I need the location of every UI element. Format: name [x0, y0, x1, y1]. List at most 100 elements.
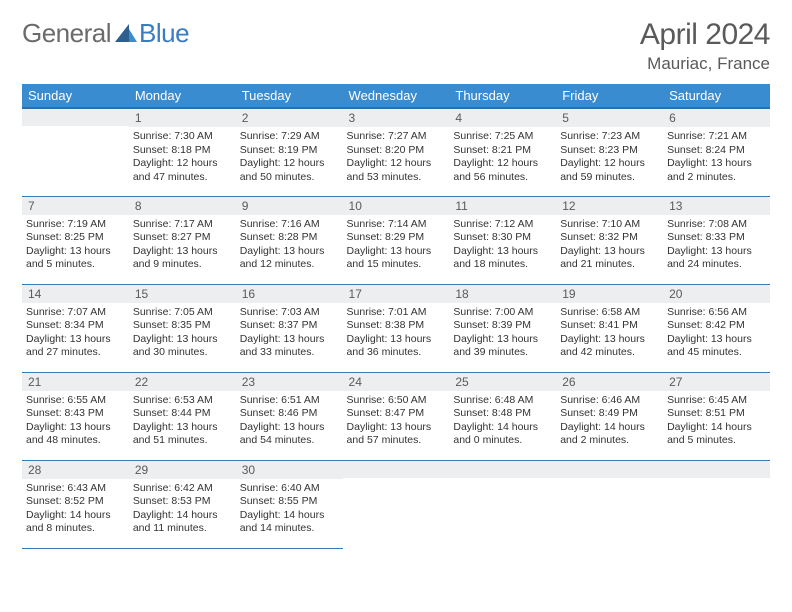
weekday-header: Monday — [129, 84, 236, 108]
daylight-line: Daylight: 13 hours and 33 minutes. — [240, 333, 339, 360]
day-number — [556, 461, 663, 478]
weekday-header: Wednesday — [343, 84, 450, 108]
sunrise-line: Sunrise: 7:08 AM — [667, 218, 766, 232]
weekday-header: Saturday — [663, 84, 770, 108]
day-details: Sunrise: 6:51 AMSunset: 8:46 PMDaylight:… — [236, 391, 343, 453]
calendar-cell: 5Sunrise: 7:23 AMSunset: 8:23 PMDaylight… — [556, 108, 663, 196]
daylight-line: Daylight: 13 hours and 54 minutes. — [240, 421, 339, 448]
weekday-header: Friday — [556, 84, 663, 108]
day-number: 11 — [449, 197, 556, 215]
daylight-line: Daylight: 13 hours and 48 minutes. — [26, 421, 125, 448]
daylight-line: Daylight: 13 hours and 36 minutes. — [347, 333, 446, 360]
day-details: Sunrise: 6:55 AMSunset: 8:43 PMDaylight:… — [22, 391, 129, 453]
sunrise-line: Sunrise: 6:51 AM — [240, 394, 339, 408]
day-details: Sunrise: 7:00 AMSunset: 8:39 PMDaylight:… — [449, 303, 556, 365]
calendar-cell: 12Sunrise: 7:10 AMSunset: 8:32 PMDayligh… — [556, 196, 663, 284]
day-number: 10 — [343, 197, 450, 215]
day-details: Sunrise: 7:08 AMSunset: 8:33 PMDaylight:… — [663, 215, 770, 277]
day-number: 20 — [663, 285, 770, 303]
logo: General Blue — [22, 18, 189, 49]
sunset-line: Sunset: 8:25 PM — [26, 231, 125, 245]
sunrise-line: Sunrise: 7:29 AM — [240, 130, 339, 144]
day-details: Sunrise: 7:01 AMSunset: 8:38 PMDaylight:… — [343, 303, 450, 365]
calendar-cell: 18Sunrise: 7:00 AMSunset: 8:39 PMDayligh… — [449, 284, 556, 372]
sunset-line: Sunset: 8:55 PM — [240, 495, 339, 509]
sunrise-line: Sunrise: 6:58 AM — [560, 306, 659, 320]
day-number: 5 — [556, 109, 663, 127]
sunset-line: Sunset: 8:23 PM — [560, 144, 659, 158]
daylight-line: Daylight: 12 hours and 47 minutes. — [133, 157, 232, 184]
day-details: Sunrise: 6:48 AMSunset: 8:48 PMDaylight:… — [449, 391, 556, 453]
calendar-cell-empty — [22, 108, 129, 196]
daylight-line: Daylight: 12 hours and 56 minutes. — [453, 157, 552, 184]
sunset-line: Sunset: 8:49 PM — [560, 407, 659, 421]
title-block: April 2024 Mauriac, France — [640, 18, 770, 74]
sunset-line: Sunset: 8:43 PM — [26, 407, 125, 421]
calendar-cell: 20Sunrise: 6:56 AMSunset: 8:42 PMDayligh… — [663, 284, 770, 372]
calendar-body: 1Sunrise: 7:30 AMSunset: 8:18 PMDaylight… — [22, 108, 770, 548]
day-number — [663, 461, 770, 478]
calendar-cell-empty — [343, 460, 450, 548]
calendar-cell-empty — [663, 460, 770, 548]
day-number: 24 — [343, 373, 450, 391]
sunset-line: Sunset: 8:44 PM — [133, 407, 232, 421]
calendar-cell: 8Sunrise: 7:17 AMSunset: 8:27 PMDaylight… — [129, 196, 236, 284]
daylight-line: Daylight: 13 hours and 18 minutes. — [453, 245, 552, 272]
day-number: 19 — [556, 285, 663, 303]
logo-text-blue: Blue — [139, 18, 189, 49]
sunrise-line: Sunrise: 7:19 AM — [26, 218, 125, 232]
daylight-line: Daylight: 13 hours and 21 minutes. — [560, 245, 659, 272]
daylight-line: Daylight: 12 hours and 59 minutes. — [560, 157, 659, 184]
daylight-line: Daylight: 13 hours and 5 minutes. — [26, 245, 125, 272]
day-number: 6 — [663, 109, 770, 127]
logo-text-general: General — [22, 18, 111, 49]
calendar-row: 7Sunrise: 7:19 AMSunset: 8:25 PMDaylight… — [22, 196, 770, 284]
daylight-line: Daylight: 13 hours and 42 minutes. — [560, 333, 659, 360]
sunset-line: Sunset: 8:33 PM — [667, 231, 766, 245]
sunset-line: Sunset: 8:39 PM — [453, 319, 552, 333]
day-number: 23 — [236, 373, 343, 391]
sunrise-line: Sunrise: 6:55 AM — [26, 394, 125, 408]
daylight-line: Daylight: 13 hours and 39 minutes. — [453, 333, 552, 360]
calendar-cell: 21Sunrise: 6:55 AMSunset: 8:43 PMDayligh… — [22, 372, 129, 460]
calendar-cell: 17Sunrise: 7:01 AMSunset: 8:38 PMDayligh… — [343, 284, 450, 372]
logo-mark-icon — [115, 18, 137, 49]
day-number: 15 — [129, 285, 236, 303]
day-details: Sunrise: 7:10 AMSunset: 8:32 PMDaylight:… — [556, 215, 663, 277]
calendar-cell: 14Sunrise: 7:07 AMSunset: 8:34 PMDayligh… — [22, 284, 129, 372]
day-number: 9 — [236, 197, 343, 215]
daylight-line: Daylight: 13 hours and 9 minutes. — [133, 245, 232, 272]
day-details: Sunrise: 6:56 AMSunset: 8:42 PMDaylight:… — [663, 303, 770, 365]
calendar-row: 14Sunrise: 7:07 AMSunset: 8:34 PMDayligh… — [22, 284, 770, 372]
calendar-cell: 30Sunrise: 6:40 AMSunset: 8:55 PMDayligh… — [236, 460, 343, 548]
daylight-line: Daylight: 13 hours and 24 minutes. — [667, 245, 766, 272]
sunset-line: Sunset: 8:38 PM — [347, 319, 446, 333]
sunrise-line: Sunrise: 7:25 AM — [453, 130, 552, 144]
sunrise-line: Sunrise: 7:12 AM — [453, 218, 552, 232]
day-number: 27 — [663, 373, 770, 391]
day-details: Sunrise: 6:50 AMSunset: 8:47 PMDaylight:… — [343, 391, 450, 453]
sunset-line: Sunset: 8:35 PM — [133, 319, 232, 333]
calendar-cell: 16Sunrise: 7:03 AMSunset: 8:37 PMDayligh… — [236, 284, 343, 372]
sunset-line: Sunset: 8:34 PM — [26, 319, 125, 333]
day-details: Sunrise: 7:25 AMSunset: 8:21 PMDaylight:… — [449, 127, 556, 189]
sunset-line: Sunset: 8:20 PM — [347, 144, 446, 158]
calendar-cell: 15Sunrise: 7:05 AMSunset: 8:35 PMDayligh… — [129, 284, 236, 372]
day-number — [343, 461, 450, 478]
sunrise-line: Sunrise: 6:48 AM — [453, 394, 552, 408]
day-details: Sunrise: 6:40 AMSunset: 8:55 PMDaylight:… — [236, 479, 343, 541]
sunrise-line: Sunrise: 7:21 AM — [667, 130, 766, 144]
daylight-line: Daylight: 13 hours and 2 minutes. — [667, 157, 766, 184]
day-details: Sunrise: 7:19 AMSunset: 8:25 PMDaylight:… — [22, 215, 129, 277]
day-details: Sunrise: 6:45 AMSunset: 8:51 PMDaylight:… — [663, 391, 770, 453]
sunset-line: Sunset: 8:37 PM — [240, 319, 339, 333]
daylight-line: Daylight: 14 hours and 14 minutes. — [240, 509, 339, 536]
day-number: 8 — [129, 197, 236, 215]
sunset-line: Sunset: 8:53 PM — [133, 495, 232, 509]
calendar-row: 28Sunrise: 6:43 AMSunset: 8:52 PMDayligh… — [22, 460, 770, 548]
day-details: Sunrise: 6:42 AMSunset: 8:53 PMDaylight:… — [129, 479, 236, 541]
sunset-line: Sunset: 8:52 PM — [26, 495, 125, 509]
day-details: Sunrise: 6:46 AMSunset: 8:49 PMDaylight:… — [556, 391, 663, 453]
month-title: April 2024 — [640, 18, 770, 52]
sunrise-line: Sunrise: 7:07 AM — [26, 306, 125, 320]
